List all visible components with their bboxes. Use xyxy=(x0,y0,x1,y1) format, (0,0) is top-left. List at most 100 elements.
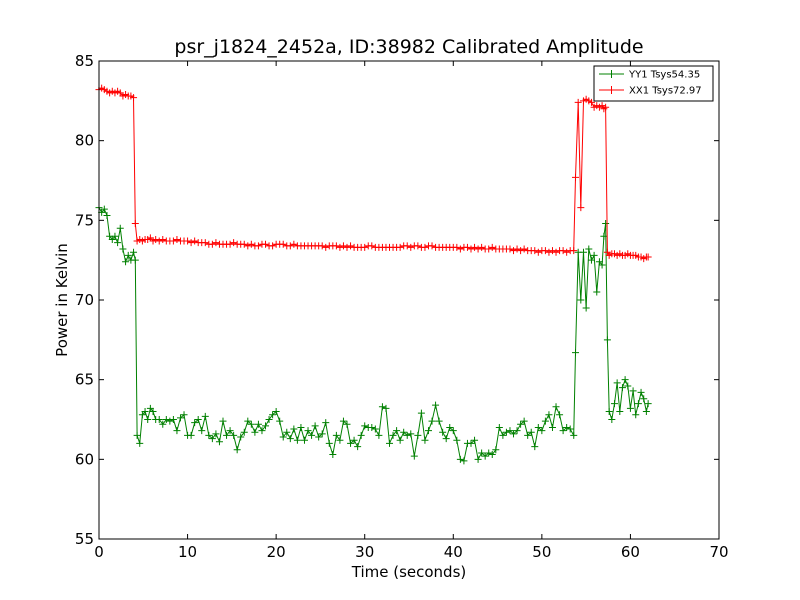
data-point-yy1 xyxy=(403,431,411,439)
data-point-xx1 xyxy=(428,242,436,250)
data-point-yy1 xyxy=(421,436,429,444)
series-layer xyxy=(95,84,652,465)
data-point-xx1 xyxy=(208,240,216,248)
data-point-xx1 xyxy=(513,245,521,253)
data-point-xx1 xyxy=(131,220,139,228)
data-point-xx1 xyxy=(191,237,199,245)
data-point-yy1 xyxy=(219,417,227,425)
data-point-xx1 xyxy=(226,240,234,248)
data-point-yy1 xyxy=(240,428,248,436)
data-point-yy1 xyxy=(587,256,595,264)
legend-marker-yy1 xyxy=(607,70,616,78)
data-point-xx1 xyxy=(570,247,578,255)
data-point-xx1 xyxy=(559,247,567,255)
data-point-yy1 xyxy=(460,457,468,465)
data-point-xx1 xyxy=(506,245,514,253)
data-point-yy1 xyxy=(446,423,454,431)
data-point-yy1 xyxy=(133,431,141,439)
data-point-yy1 xyxy=(194,416,202,423)
data-point-yy1 xyxy=(382,404,390,412)
data-point-xx1 xyxy=(534,248,542,256)
data-point-yy1 xyxy=(350,436,358,444)
data-point-yy1 xyxy=(300,436,308,444)
data-point-yy1 xyxy=(467,439,475,447)
data-point-yy1 xyxy=(258,427,266,435)
data-point-xx1 xyxy=(463,243,471,251)
data-point-yy1 xyxy=(534,423,542,431)
data-point-yy1 xyxy=(361,422,369,430)
y-tick-label: 85 xyxy=(75,52,94,70)
data-point-yy1 xyxy=(272,408,280,416)
data-point-yy1 xyxy=(552,403,560,411)
data-point-yy1 xyxy=(577,296,585,304)
data-point-xx1 xyxy=(407,243,415,251)
data-point-yy1 xyxy=(339,417,347,425)
y-tick-label: 75 xyxy=(75,211,94,229)
x-tick-label: 60 xyxy=(621,543,640,561)
data-point-yy1 xyxy=(130,248,138,256)
y-tick-label: 60 xyxy=(75,450,94,468)
data-point-yy1 xyxy=(626,404,634,412)
legend-marker-xx1 xyxy=(607,86,616,94)
data-point-yy1 xyxy=(485,449,493,457)
data-point-yy1 xyxy=(276,417,284,425)
data-point-xx1 xyxy=(453,243,461,251)
data-point-xx1 xyxy=(644,253,652,261)
data-point-yy1 xyxy=(600,232,608,240)
data-point-yy1 xyxy=(556,411,564,419)
data-point-yy1 xyxy=(559,427,567,435)
data-point-xx1 xyxy=(155,237,163,245)
data-point-yy1 xyxy=(629,387,637,395)
data-point-xx1 xyxy=(474,245,482,253)
data-point-yy1 xyxy=(605,408,613,416)
data-point-yy1 xyxy=(368,423,376,431)
data-point-xx1 xyxy=(485,245,493,253)
data-point-xx1 xyxy=(279,240,287,248)
data-point-xx1 xyxy=(201,239,209,247)
data-point-yy1 xyxy=(510,430,518,438)
plot-frame xyxy=(98,60,720,540)
data-point-xx1 xyxy=(262,240,270,248)
data-point-xx1 xyxy=(517,247,525,255)
data-point-yy1 xyxy=(119,245,127,253)
x-tick-label: 10 xyxy=(178,543,197,561)
data-point-yy1 xyxy=(524,431,532,439)
data-point-yy1 xyxy=(616,408,624,416)
data-point-xx1 xyxy=(187,239,195,247)
data-point-yy1 xyxy=(269,411,277,419)
data-point-yy1 xyxy=(191,419,199,427)
data-point-xx1 xyxy=(598,102,606,110)
legend-box xyxy=(593,65,714,102)
x-tick-label: 0 xyxy=(94,543,104,561)
data-point-yy1 xyxy=(329,451,337,459)
data-point-xx1 xyxy=(541,247,549,255)
data-point-yy1 xyxy=(176,414,184,422)
data-point-yy1 xyxy=(545,411,553,419)
series-xx1 xyxy=(95,84,652,263)
data-point-yy1 xyxy=(585,245,593,253)
data-point-yy1 xyxy=(103,212,111,220)
data-point-yy1 xyxy=(471,436,479,444)
data-point-yy1 xyxy=(226,427,234,435)
data-point-yy1 xyxy=(400,428,408,436)
data-point-yy1 xyxy=(233,446,241,454)
data-point-yy1 xyxy=(590,251,598,259)
data-point-yy1 xyxy=(478,449,486,457)
data-point-yy1 xyxy=(644,400,652,408)
data-point-yy1 xyxy=(315,433,323,441)
data-point-yy1 xyxy=(212,430,220,438)
data-point-yy1 xyxy=(297,423,305,431)
data-point-yy1 xyxy=(531,443,539,451)
legend: YY1 Tsys54.35 XX1 Tsys72.97 xyxy=(593,65,714,102)
data-point-yy1 xyxy=(593,288,601,296)
data-point-xx1 xyxy=(414,242,422,250)
data-point-yy1 xyxy=(237,433,245,441)
data-point-yy1 xyxy=(439,428,447,436)
data-point-yy1 xyxy=(173,427,181,435)
data-point-xx1 xyxy=(173,235,181,243)
data-point-yy1 xyxy=(602,220,610,228)
data-point-yy1 xyxy=(632,411,640,419)
data-point-xx1 xyxy=(230,239,238,247)
data-point-yy1 xyxy=(414,431,422,439)
data-point-yy1 xyxy=(634,400,642,408)
